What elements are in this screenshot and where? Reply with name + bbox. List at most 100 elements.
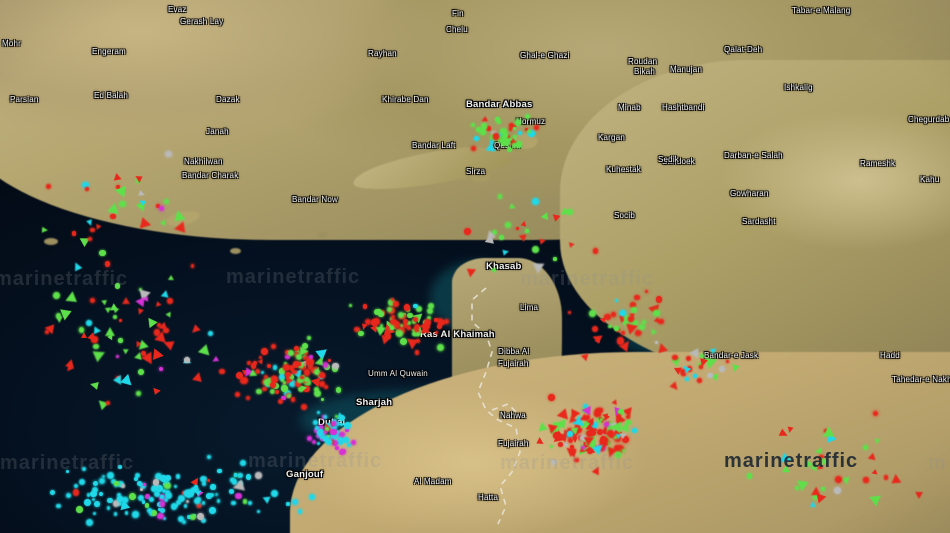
- vessel-marker-passenger-anchored[interactable]: [85, 320, 92, 327]
- vessel-marker-cargo-anchored[interactable]: [631, 320, 638, 327]
- vessel-marker-tanker-anchored[interactable]: [597, 428, 604, 435]
- vessel-marker-tanker-anchored[interactable]: [285, 371, 291, 378]
- vessel-marker-tanker-anchored[interactable]: [625, 414, 630, 419]
- vessel-marker-cargo-anchored[interactable]: [278, 367, 286, 375]
- vessel-marker-cargo-anchored[interactable]: [581, 407, 588, 414]
- vessel-marker-unspecified-anchored[interactable]: [579, 435, 586, 442]
- vessel-marker-tanker-anchored[interactable]: [236, 371, 244, 379]
- vessel-marker-tanker-anchored[interactable]: [364, 318, 371, 325]
- vessel-marker-cargo-anchored[interactable]: [129, 493, 137, 501]
- vessel-marker-passenger-anchored[interactable]: [531, 198, 539, 206]
- vessel-marker-tanker-anchored[interactable]: [262, 386, 268, 392]
- vessel-marker-cargo-anchored[interactable]: [190, 514, 197, 521]
- vessel-marker-tanker-anchored[interactable]: [71, 231, 76, 236]
- vessel-marker-passenger-anchored[interactable]: [178, 494, 186, 502]
- vessel-marker-cargo-anchored[interactable]: [397, 311, 405, 319]
- vessel-marker-pleasure-craft-anchored[interactable]: [341, 449, 347, 455]
- vessel-marker-passenger-anchored[interactable]: [187, 514, 192, 520]
- vessel-marker-passenger-anchored[interactable]: [340, 422, 344, 427]
- vessel-marker-cargo-anchored[interactable]: [515, 141, 523, 148]
- vessel-marker-tanker-anchored[interactable]: [115, 185, 120, 190]
- vessel-marker-cargo-anchored[interactable]: [606, 446, 613, 453]
- vessel-marker-passenger-anchored[interactable]: [160, 495, 165, 500]
- vessel-marker-tanker-anchored[interactable]: [434, 318, 438, 322]
- vessel-marker-cargo-anchored[interactable]: [283, 380, 287, 384]
- vessel-marker-unspecified-anchored[interactable]: [184, 357, 190, 364]
- vessel-marker-cargo-anchored[interactable]: [794, 485, 799, 490]
- vessel-marker-cargo-anchored[interactable]: [497, 119, 502, 124]
- vessel-marker-cargo-anchored[interactable]: [813, 494, 819, 500]
- vessel-marker-cargo-anchored[interactable]: [507, 136, 513, 142]
- vessel-marker-tanker-anchored[interactable]: [72, 489, 80, 496]
- vessel-marker-tanker-anchored[interactable]: [571, 414, 576, 419]
- vessel-marker-passenger-anchored[interactable]: [247, 501, 252, 506]
- vessel-marker-tanker-anchored[interactable]: [234, 391, 241, 398]
- vessel-marker-passenger-anchored[interactable]: [201, 518, 207, 524]
- vessel-marker-passenger-anchored[interactable]: [309, 493, 316, 501]
- vessel-marker-unspecified-anchored[interactable]: [654, 341, 659, 345]
- vessel-marker-passenger-anchored[interactable]: [231, 479, 238, 485]
- vessel-marker-tanker-anchored[interactable]: [119, 319, 123, 323]
- vessel-marker-passenger-anchored[interactable]: [122, 504, 126, 508]
- vessel-marker-tanker-anchored[interactable]: [246, 360, 251, 365]
- vessel-marker-cargo-anchored[interactable]: [549, 445, 553, 449]
- vessel-marker-unspecified-anchored[interactable]: [706, 372, 713, 379]
- vessel-marker-passenger-anchored[interactable]: [490, 140, 495, 145]
- vessel-marker-passenger-anchored[interactable]: [245, 474, 252, 480]
- vessel-marker-tanker-anchored[interactable]: [395, 324, 400, 329]
- vessel-marker-tanker-anchored[interactable]: [873, 410, 879, 416]
- vessel-marker-cargo-anchored[interactable]: [622, 448, 626, 452]
- vessel-marker-passenger-anchored[interactable]: [260, 371, 264, 375]
- vessel-marker-unspecified-anchored[interactable]: [255, 472, 262, 479]
- vessel-marker-tanker-anchored[interactable]: [548, 394, 555, 401]
- vessel-marker-cargo-anchored[interactable]: [653, 309, 660, 316]
- vessel-marker-passenger-anchored[interactable]: [184, 490, 189, 495]
- vessel-marker-pleasure-craft-anchored[interactable]: [309, 355, 313, 360]
- vessel-marker-cargo-anchored[interactable]: [374, 309, 380, 316]
- vessel-marker-cargo-anchored[interactable]: [151, 509, 158, 516]
- vessel-marker-passenger-anchored[interactable]: [200, 475, 208, 483]
- vessel-marker-cargo-anchored[interactable]: [626, 420, 632, 426]
- vessel-marker-tanker-anchored[interactable]: [167, 297, 174, 304]
- vessel-marker-pleasure-craft-anchored[interactable]: [323, 430, 327, 434]
- vessel-marker-tanker-anchored[interactable]: [240, 377, 248, 385]
- vessel-marker-passenger-anchored[interactable]: [156, 485, 163, 492]
- vessel-marker-cargo-anchored[interactable]: [287, 373, 294, 380]
- vessel-marker-cargo-anchored[interactable]: [596, 416, 604, 424]
- vessel-marker-cargo-anchored[interactable]: [511, 142, 518, 149]
- vessel-marker-cargo-anchored[interactable]: [313, 387, 319, 393]
- vessel-marker-cargo-anchored[interactable]: [288, 350, 294, 356]
- vessel-marker-cargo-anchored[interactable]: [280, 379, 284, 383]
- vessel-marker-passenger-anchored[interactable]: [142, 500, 146, 504]
- vessel-marker-tanker-anchored[interactable]: [403, 304, 411, 311]
- vessel-marker-cargo-anchored[interactable]: [475, 126, 481, 132]
- vessel-marker-passenger-anchored[interactable]: [528, 130, 536, 138]
- vessel-marker-passenger-anchored[interactable]: [210, 484, 216, 490]
- vessel-marker-passenger-anchored[interactable]: [238, 481, 243, 487]
- vessel-marker-passenger-anchored[interactable]: [337, 437, 344, 443]
- vessel-marker-cargo-anchored[interactable]: [614, 451, 622, 459]
- vessel-marker-tanker-anchored[interactable]: [566, 427, 573, 434]
- vessel-marker-cargo-anchored[interactable]: [281, 385, 288, 392]
- vessel-marker-pleasure-craft-anchored[interactable]: [332, 439, 338, 446]
- vessel-marker-tanker-underway[interactable]: [551, 214, 561, 223]
- vessel-marker-passenger-anchored[interactable]: [314, 425, 319, 431]
- vessel-marker-tanker-anchored[interactable]: [585, 415, 590, 420]
- vessel-marker-tanker-anchored[interactable]: [439, 319, 445, 325]
- vessel-marker-passenger-anchored[interactable]: [86, 493, 90, 497]
- vessel-marker-tanker-anchored[interactable]: [507, 135, 511, 139]
- vessel-marker-cargo-anchored[interactable]: [302, 343, 309, 350]
- vessel-marker-tanker-anchored[interactable]: [390, 318, 397, 326]
- vessel-marker-tanker-anchored[interactable]: [290, 396, 296, 402]
- vessel-marker-tanker-anchored[interactable]: [416, 339, 421, 344]
- vessel-marker-passenger-anchored[interactable]: [344, 421, 352, 429]
- vessel-marker-passenger-anchored[interactable]: [201, 501, 206, 505]
- vessel-marker-passenger-anchored[interactable]: [117, 493, 122, 498]
- vessel-marker-tanker-anchored[interactable]: [614, 435, 621, 442]
- vessel-marker-cargo-anchored[interactable]: [313, 368, 320, 375]
- vessel-marker-passenger-anchored[interactable]: [81, 181, 89, 189]
- vessel-marker-tanker-anchored[interactable]: [318, 381, 325, 388]
- vessel-marker-tanker-underway[interactable]: [871, 467, 879, 475]
- vessel-marker-passenger-anchored[interactable]: [162, 516, 167, 520]
